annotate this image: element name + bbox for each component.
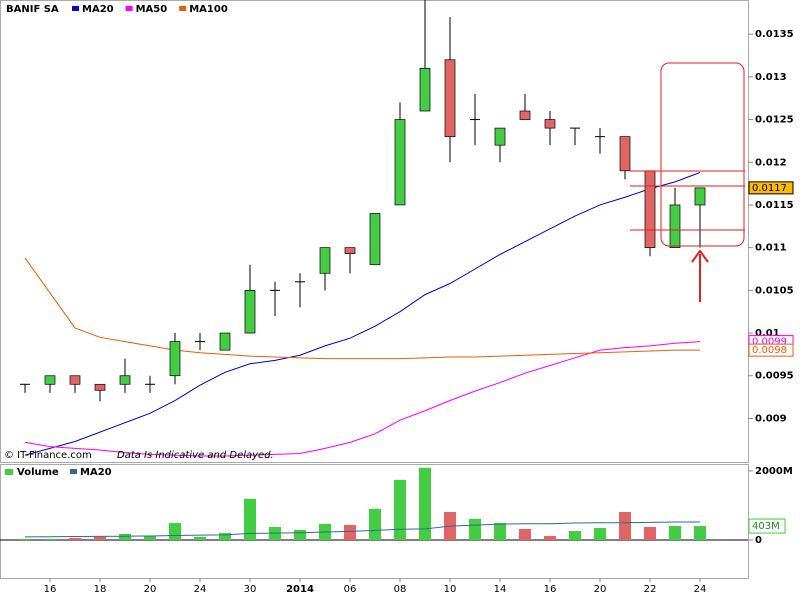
volume-bar (669, 525, 681, 540)
x-tick-label: 18 (94, 584, 107, 595)
volume-ma-line (24, 521, 700, 538)
value-tag (748, 518, 786, 534)
y-tick-label: 0.0105 (755, 285, 794, 296)
candle-body (344, 247, 356, 254)
y-tick-label: 0.0115 (755, 200, 794, 211)
legend-swatch (70, 469, 77, 474)
volume-bar (469, 518, 481, 540)
volume-bar (394, 479, 406, 540)
x-tick-label: 2014 (286, 584, 314, 595)
volume-bar (344, 524, 356, 540)
volume-bar (244, 498, 256, 540)
volume-bar (194, 536, 206, 540)
legend-swatch (125, 6, 133, 11)
volume-bar (144, 536, 156, 540)
y-tick-label: 0.012 (755, 157, 787, 168)
candle-body (219, 332, 231, 351)
candle-body (169, 341, 181, 377)
volume-bar (369, 508, 381, 540)
volume-bar (119, 533, 131, 540)
y-tick-label: 0 (755, 535, 762, 546)
chart-title: BANIF SA (6, 4, 59, 15)
legend-swatch (5, 469, 13, 475)
candle-body (519, 110, 531, 120)
x-tick-label: 08 (394, 584, 407, 595)
value-tag-label: 0.0117 (752, 183, 787, 194)
volume-bar (619, 511, 631, 540)
candle-body (694, 187, 706, 206)
volume-bar (694, 526, 706, 540)
candle-body (444, 59, 456, 137)
volume-bar (544, 536, 556, 540)
volume-bar (94, 536, 106, 540)
x-tick-label: 14 (494, 584, 507, 595)
y-tick-label: 0.0125 (755, 115, 794, 126)
legend-label: MA50 (136, 4, 168, 15)
highlight-box (660, 62, 745, 247)
volume-bar (519, 528, 531, 540)
x-tick-label: 24 (194, 584, 207, 595)
x-tick-label: 20 (594, 584, 607, 595)
volume-bar (69, 537, 81, 540)
value-tag (748, 343, 794, 357)
disclaimer: Data Is Indicative and Delayed. (117, 450, 274, 461)
candle-body (419, 67, 431, 112)
volume-bar (44, 538, 56, 540)
ma-line (24, 341, 701, 457)
candle-body (369, 213, 381, 266)
source: © IT-Finance.com (4, 450, 92, 461)
legend-swatch (72, 6, 79, 11)
candle-body (669, 204, 681, 249)
candle-body (44, 375, 56, 385)
volume-bar (219, 533, 231, 540)
candle-body (394, 119, 406, 206)
x-tick-label: 10 (444, 584, 457, 595)
candle-body (244, 290, 256, 334)
y-tick-label: 0.011 (755, 243, 787, 254)
ma-line (24, 172, 701, 456)
volume-bar (169, 523, 181, 540)
candle-body (494, 127, 506, 146)
y-tick-label: 0.0095 (755, 371, 794, 382)
candle-body (619, 136, 631, 172)
arrow-head (691, 249, 709, 263)
candle-body (544, 119, 556, 129)
value-tag-label: 0.0099 (752, 337, 787, 348)
volume-bar (594, 527, 606, 540)
x-tick-label: 22 (644, 584, 657, 595)
x-tick-label: 16 (44, 584, 57, 595)
y-tick-label: 0.01 (755, 328, 780, 339)
volume-bar (644, 527, 656, 540)
volume-bar (19, 538, 31, 540)
candle-body (94, 383, 106, 391)
x-tick-label: 16 (544, 584, 557, 595)
candle-body (69, 375, 81, 385)
value-tag-label: 0.0098 (752, 345, 787, 356)
value-label: 403M (752, 521, 780, 532)
y-tick-label: 2000M (755, 466, 793, 477)
ma-line (24, 257, 700, 360)
x-tick-label: 24 (694, 584, 707, 595)
volume-title: Volume (17, 467, 59, 478)
legend-label: MA20 (82, 4, 114, 15)
candle-body (319, 247, 331, 274)
candle-body (119, 375, 131, 385)
legend-swatch (179, 6, 187, 11)
x-tick-label: 06 (344, 584, 357, 595)
x-tick-label: 20 (144, 584, 157, 595)
y-tick-label: 0.009 (755, 413, 787, 424)
candle-body (644, 170, 656, 249)
y-tick-label: 0.013 (755, 72, 787, 83)
volume-bar (494, 523, 506, 540)
volume-bar (419, 467, 431, 540)
value-tag (748, 181, 794, 195)
legend-label: MA20 (80, 467, 112, 478)
volume-bar (294, 529, 306, 540)
legend-label: MA100 (189, 4, 228, 15)
volume-bar (569, 531, 581, 540)
x-tick-label: 30 (244, 584, 257, 595)
y-tick-label: 0.0135 (755, 29, 794, 40)
